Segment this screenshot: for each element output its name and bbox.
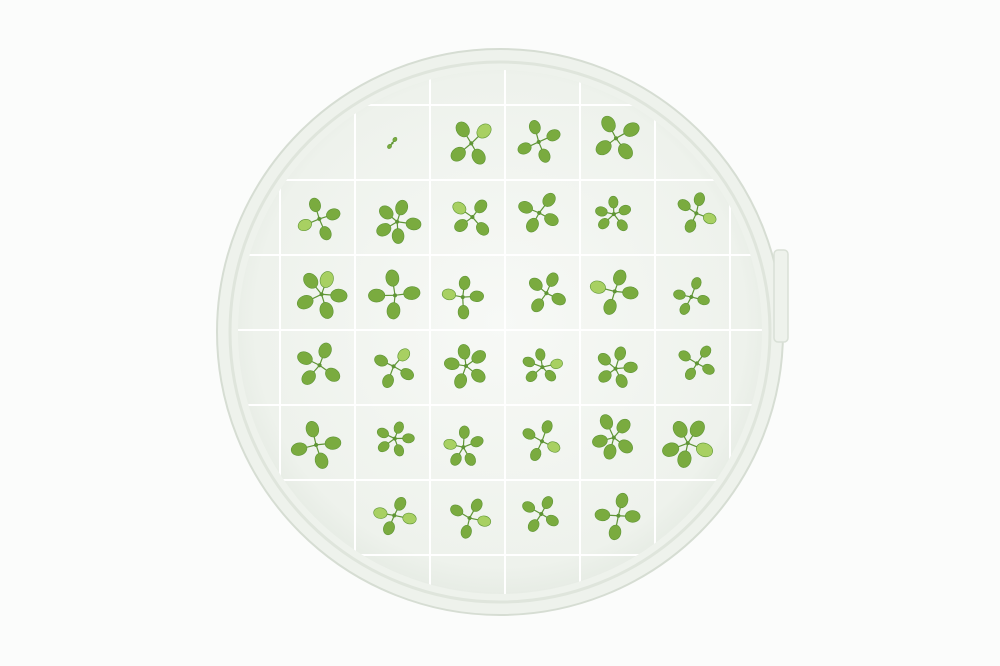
seedling-leaf [403, 434, 415, 443]
seedling-center [612, 212, 616, 216]
dish-agar-surface [238, 70, 762, 594]
seedling-leaf [625, 510, 640, 522]
seedling-leaf [368, 289, 385, 302]
seedling-leaf [608, 196, 618, 208]
dish-side-tab [774, 250, 788, 342]
seedling-center [393, 293, 397, 297]
